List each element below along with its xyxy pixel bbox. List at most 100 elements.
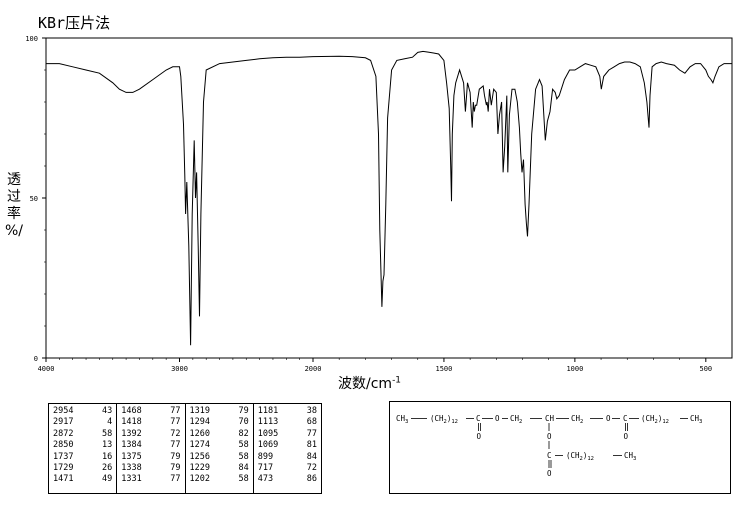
- peak-table-row: 1229 84: [190, 463, 249, 474]
- peak-wavenumber: 1729: [53, 463, 74, 474]
- peak-table-row: 1202 58: [190, 474, 249, 485]
- formula-branch-c: C: [547, 451, 552, 460]
- peak-wavenumber: 1069: [257, 440, 279, 451]
- peak-table-row: 717 72: [258, 463, 317, 474]
- peak-transmittance: 58: [238, 451, 249, 462]
- peak-wavenumber: 1392: [121, 428, 142, 439]
- peak-transmittance: 84: [238, 463, 249, 474]
- peak-table-column: 1181 38 1113 68 1095 77 1069 81 899 84 717 72 473 86: [252, 404, 321, 493]
- y-axis-label-char: %/: [4, 223, 24, 239]
- peak-wavenumber: 1229: [189, 463, 210, 474]
- formula-ch3: CH3: [396, 414, 408, 425]
- peak-table-row: 1069 81: [258, 440, 317, 451]
- peak-table-row: 473 86: [258, 474, 317, 485]
- peak-transmittance: 43: [102, 406, 113, 416]
- peak-wavenumber: 1202: [189, 474, 210, 485]
- peak-wavenumber: 2872: [53, 428, 74, 439]
- spectrum-line: [46, 50, 732, 346]
- peak-wavenumber: 2850: [53, 440, 74, 451]
- y-tick-label: 0: [34, 355, 38, 363]
- peak-table-row: 1737 16: [53, 452, 112, 463]
- peak-transmittance: 16: [102, 451, 113, 462]
- peak-table-column: 2954 43 2917 4 2872 58 2850 13 1737 16 1729 26 1471 4…: [49, 404, 116, 493]
- peak-table-row: 1294 70: [190, 417, 249, 428]
- peak-table-row: 1319 79: [190, 406, 249, 417]
- formula-branch-ch3: CH3: [624, 451, 636, 462]
- peak-wavenumber: 1274: [189, 440, 210, 451]
- x-tick-label: 1000: [566, 365, 583, 373]
- x-tick-label: 500: [699, 365, 712, 373]
- peak-transmittance: 58: [102, 428, 113, 439]
- peak-table-row: 1338 79: [121, 463, 180, 474]
- peak-wavenumber: 1319: [189, 406, 210, 416]
- peak-transmittance: 72: [306, 463, 317, 474]
- page-title: KBr压片法: [38, 14, 111, 32]
- peak-transmittance: 79: [170, 463, 181, 474]
- plot-frame: [45, 37, 733, 359]
- formula-branch-o: O: [547, 432, 552, 441]
- peak-wavenumber: 1331: [121, 474, 142, 485]
- formula-ch2: CH2: [571, 414, 583, 425]
- peak-table-row: 1331 77: [121, 474, 180, 485]
- formula-ch: CH: [545, 414, 555, 423]
- formula-carbonyl-o: O: [477, 432, 482, 441]
- peak-wavenumber: 1468: [121, 406, 142, 416]
- peak-wavenumber: 2954: [53, 406, 74, 416]
- formula-chain: (CH2)12: [641, 414, 669, 425]
- peak-transmittance: 58: [238, 440, 249, 451]
- x-tick-label: 4000: [38, 365, 55, 373]
- formula-ch3: CH3: [690, 414, 702, 425]
- peak-wavenumber: 1384: [121, 440, 142, 451]
- peak-wavenumber: 1338: [121, 463, 142, 474]
- structure-formula-box: CH3 (CH2)12 C O CH2 CH CH2 O C (CH2)12 CH3 O O O C O (CH…: [389, 401, 731, 494]
- peak-transmittance: 77: [170, 440, 181, 451]
- ir-spectrum-chart: 4000 3000 2000 1500 1000 500 0 50 100: [25, 35, 733, 373]
- peak-table-row: 1256 58: [190, 452, 249, 463]
- y-axis-label-char: 率: [7, 206, 21, 222]
- peak-transmittance: 79: [238, 406, 249, 416]
- peak-transmittance: 81: [306, 440, 317, 451]
- peak-table-column: 1319 79 1294 70 1260 82 1274 58 1256 58 1229 84 1202…: [184, 404, 253, 493]
- x-axis-label: 波数/cm-1: [338, 373, 401, 393]
- peak-transmittance: 68: [306, 417, 317, 428]
- peak-table-row: 899 84: [258, 452, 317, 463]
- peak-wavenumber: 1095: [257, 428, 279, 439]
- peak-wavenumber: 1181: [257, 406, 279, 416]
- peak-wavenumber: 1737: [53, 451, 74, 462]
- peak-transmittance: 13: [102, 440, 113, 451]
- peak-wavenumber: 473: [257, 474, 274, 485]
- y-axis-label-char: 透: [7, 172, 21, 188]
- peak-transmittance: 77: [170, 406, 181, 416]
- peak-table-row: 1260 82: [190, 429, 249, 440]
- peak-table-row: 1471 49: [53, 474, 112, 485]
- peak-wavenumber: 1471: [53, 474, 74, 485]
- formula-chain: (CH2)12: [430, 414, 458, 425]
- peak-transmittance: 58: [238, 474, 249, 485]
- formula-ester-o: O: [495, 414, 500, 423]
- peak-wavenumber: 1418: [121, 417, 142, 428]
- y-tick-label: 100: [25, 35, 38, 43]
- y-axis-label: 透过率 %/: [4, 172, 24, 240]
- formula-carbonyl-c: C: [476, 414, 481, 423]
- peak-table-row: 2872 58: [53, 429, 112, 440]
- peak-table-row: 1375 79: [121, 452, 180, 463]
- formula-branch-chain: (CH2)12: [566, 451, 594, 462]
- peak-table-row: 1418 77: [121, 417, 180, 428]
- x-tick-label: 3000: [171, 365, 188, 373]
- peak-wavenumber: 1256: [189, 451, 210, 462]
- peak-table-row: 2850 13: [53, 440, 112, 451]
- peak-table-row: 1729 26: [53, 463, 112, 474]
- peak-transmittance: 72: [170, 428, 181, 439]
- peak-table-row: 2954 43: [53, 406, 112, 417]
- peak-wavenumber: 899: [257, 451, 274, 462]
- peak-transmittance: 77: [306, 428, 317, 439]
- formula-carbonyl-o: O: [624, 432, 629, 441]
- formula-carbonyl-c: C: [623, 414, 628, 423]
- peak-table-row: 1384 77: [121, 440, 180, 451]
- peak-table-row: 2917 4: [53, 417, 112, 428]
- peak-table-row: 1095 77: [258, 429, 317, 440]
- peak-wavenumber: 717: [257, 463, 274, 474]
- peak-table-row: 1468 77: [121, 406, 180, 417]
- peak-wavenumber: 1113: [257, 417, 279, 428]
- peak-table: 2954 43 2917 4 2872 58 2850 13 1737 16 1729 26 1471 4…: [48, 403, 322, 494]
